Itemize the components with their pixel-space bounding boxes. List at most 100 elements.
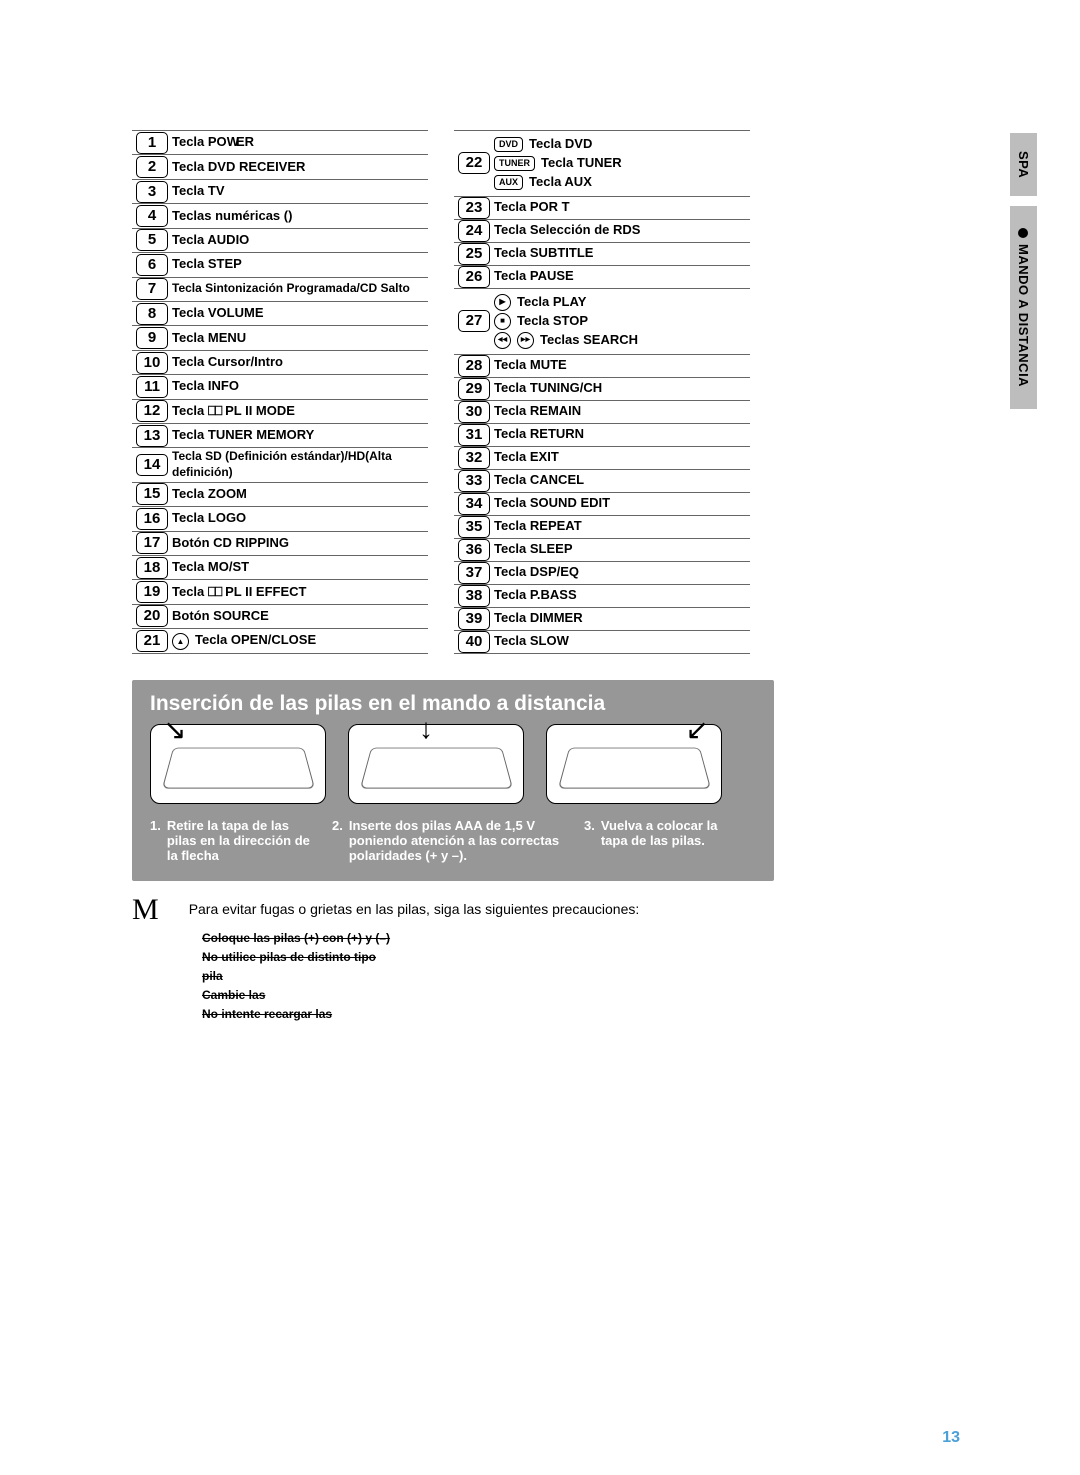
key-label-cell: Tecla DVD RECEIVER	[172, 155, 428, 179]
key-number-cell: 21	[132, 629, 172, 653]
key-row: 22DVDTecla DVDTUNERTecla TUNERAUXTecla A…	[454, 131, 750, 197]
key-label-cell: Tecla TUNER MEMORY	[172, 424, 428, 448]
key-number-badge: 24	[458, 220, 490, 242]
key-label-cell: Tecla INFO	[172, 375, 428, 399]
key-number-badge: 40	[458, 631, 490, 653]
struck-line: Coloque las pilas (+) con (+) y (–)	[202, 929, 960, 948]
key-subline: ■ Tecla STOP	[494, 313, 750, 330]
key-row: 11Tecla INFO	[132, 375, 428, 399]
key-subline-text: Tecla AUX	[529, 174, 592, 191]
key-label-cell: Tecla P.BASS	[494, 584, 750, 607]
key-row: 26Tecla PAUSE	[454, 265, 750, 288]
note-symbol: M	[132, 895, 159, 925]
key-number-badge: 19	[136, 581, 168, 603]
key-number-badge: 27	[458, 310, 490, 332]
key-label-cell: Tecla STEP	[172, 253, 428, 277]
key-label-cell: ▶Tecla PLAY■Tecla STOP◀◀▶▶Teclas SEARCH	[494, 288, 750, 354]
key-label-cell: Tecla MENU	[172, 326, 428, 350]
key-number-badge: 29	[458, 378, 490, 400]
key-row: 28Tecla MUTE	[454, 354, 750, 377]
key-label-cell: Tecla CANCEL	[494, 469, 750, 492]
key-subline: AUXTecla AUX	[494, 174, 750, 191]
battery-insertion-box: Inserción de las pilas en el mando a dis…	[132, 680, 774, 881]
struck-line: pila	[202, 967, 960, 986]
key-number-cell: 6	[132, 253, 172, 277]
mode-frame-icon: TUNER	[494, 156, 535, 171]
dolby-icon: ⎕⎕	[208, 584, 222, 599]
key-number-badge: 39	[458, 608, 490, 630]
key-row: 16Tecla LOGO	[132, 507, 428, 531]
key-label-cell: Tecla REMAIN	[494, 400, 750, 423]
key-subline: ▶Tecla PLAY	[494, 294, 750, 311]
key-number-cell: 36	[454, 538, 494, 561]
key-row: 38Tecla P.BASS	[454, 584, 750, 607]
key-label-cell: Tecla Selección de RDS	[494, 219, 750, 242]
key-row: 13Tecla TUNER MEMORY	[132, 424, 428, 448]
key-row: 37Tecla DSP/EQ	[454, 561, 750, 584]
key-number-badge: 37	[458, 562, 490, 584]
left-key-table: 1Tecla POWER2Tecla DVD RECEIVER3Tecla TV…	[132, 130, 428, 654]
key-label-cell: Tecla MUTE	[494, 354, 750, 377]
key-label-cell: Tecla LOGO	[172, 507, 428, 531]
key-number-badge: 16	[136, 508, 168, 530]
tab-spa: SPA	[1010, 133, 1037, 196]
key-number-cell: 2	[132, 155, 172, 179]
arrow-icon: ↙	[686, 713, 709, 746]
key-subline-text: Tecla PLAY	[517, 294, 586, 311]
key-number-cell: 3	[132, 179, 172, 203]
key-subline-text: Tecla STOP	[517, 313, 588, 330]
key-number-cell: 39	[454, 607, 494, 630]
key-number-badge: 1	[136, 132, 168, 154]
key-row: 12Tecla ⎕⎕ PL II MODE	[132, 399, 428, 423]
key-row: 7Tecla Sintonización Programada/CD Salto	[132, 277, 428, 301]
key-label-cell: Tecla POWER	[172, 131, 428, 155]
key-row: 6Tecla STEP	[132, 253, 428, 277]
key-number-badge: 33	[458, 470, 490, 492]
battery-step1-image: ↘	[150, 724, 326, 804]
key-number-badge: 17	[136, 532, 168, 554]
tab-mando-label: MANDO A DISTANCIA	[1016, 244, 1031, 387]
key-number-cell: 29	[454, 377, 494, 400]
key-subline: DVDTecla DVD	[494, 136, 750, 153]
struck-line: Cambie las	[202, 986, 960, 1005]
key-number-badge: 8	[136, 303, 168, 325]
transport-icon: ■	[494, 313, 511, 330]
key-number-badge: 10	[136, 352, 168, 374]
key-row: 20 Botón SOURCE	[132, 604, 428, 628]
arrow-icon: ↘	[163, 713, 186, 746]
key-row: 35Tecla REPEAT	[454, 515, 750, 538]
key-number-cell: 37	[454, 561, 494, 584]
key-number-cell: 1	[132, 131, 172, 155]
key-number-cell: 38	[454, 584, 494, 607]
transport-icon: ▶▶	[517, 332, 534, 349]
key-row: 10Tecla Cursor/Intro	[132, 350, 428, 374]
key-label-cell: DVDTecla DVDTUNERTecla TUNERAUXTecla AUX	[494, 131, 750, 197]
key-label-cell: Tecla PAUSE	[494, 265, 750, 288]
struck-line: No utilice pilas de distinto tipo	[202, 948, 960, 967]
key-number-badge: 7	[136, 278, 168, 300]
key-label-cell: Tecla MO/ST	[172, 555, 428, 579]
key-number-badge: 25	[458, 243, 490, 265]
key-number-cell: 28	[454, 354, 494, 377]
key-number-badge: 9	[136, 327, 168, 349]
key-number-cell: 32	[454, 446, 494, 469]
key-number-cell: 25	[454, 242, 494, 265]
key-number-badge: 11	[136, 376, 168, 398]
key-subline: ◀◀▶▶Teclas SEARCH	[494, 332, 750, 349]
note-lead-text: Para evitar fugas o grietas en las pilas…	[189, 901, 640, 917]
key-label-cell: Tecla VOLUME	[172, 301, 428, 325]
key-label-cell: Tecla SD (Definición estándar)/HD(Alta d…	[172, 448, 428, 482]
key-number-badge: 22	[458, 152, 490, 174]
key-subline-text: Teclas SEARCH	[540, 332, 638, 349]
step-text: Retire la tapa de las pilas en la direcc…	[167, 818, 320, 863]
arrow-icon: ↓	[419, 713, 433, 745]
struck-lines: Coloque las pilas (+) con (+) y (–)No ut…	[202, 929, 960, 1025]
key-label-cell: ▲Tecla OPEN/CLOSE	[172, 629, 428, 653]
key-row: 32Tecla EXIT	[454, 446, 750, 469]
key-number-badge: 15	[136, 483, 168, 505]
step-num: 2.	[332, 818, 343, 863]
key-label-cell: Tecla ⎕⎕ PL II EFFECT	[172, 580, 428, 604]
key-row: 24Tecla Selección de RDS	[454, 219, 750, 242]
key-row: 39Tecla DIMMER	[454, 607, 750, 630]
key-number-badge: 2	[136, 156, 168, 178]
